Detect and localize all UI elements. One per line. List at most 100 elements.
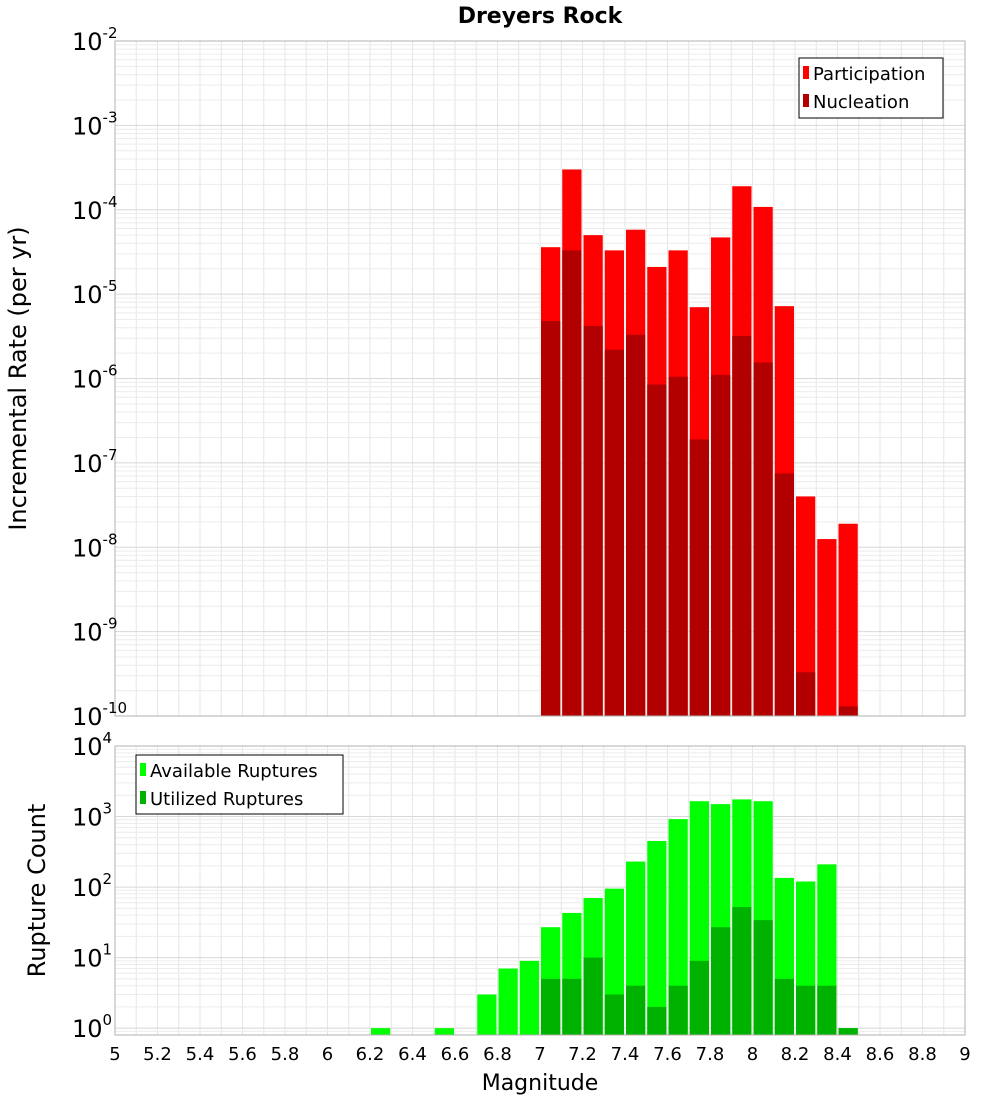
x-tick-label: 5.8 xyxy=(271,1044,300,1065)
grid xyxy=(114,745,966,1036)
legend-swatch xyxy=(803,94,809,107)
bar-nucleation xyxy=(541,321,561,716)
bar-nucleation xyxy=(583,325,603,716)
x-tick-label: 9 xyxy=(959,1044,970,1065)
bar-utilized-ruptures xyxy=(753,920,773,1035)
y-tick-label: 104 xyxy=(72,729,112,761)
bar-available-ruptures xyxy=(477,994,497,1035)
x-tick-label: 6 xyxy=(322,1044,333,1065)
series-nucleation xyxy=(541,250,858,717)
legend-swatch xyxy=(140,763,146,776)
x-tick-label: 6.8 xyxy=(483,1044,512,1065)
x-tick-label: 8.2 xyxy=(781,1044,810,1065)
x-tick-label: 8.8 xyxy=(908,1044,937,1065)
x-tick-labels: 5 5.2 5.4 5.6 5.8 6 6.2 6.4 6.6 6.8 7 7.2 7.4 7.6 7.8 8… xyxy=(109,1044,970,1065)
y-tick-label: 10-7 xyxy=(72,446,118,478)
y-axis-label: Rupture Count xyxy=(23,804,51,978)
bar-utilized-ruptures xyxy=(626,985,646,1035)
legend-box xyxy=(798,57,944,119)
bar-utilized-ruptures xyxy=(711,927,731,1035)
bar-utilized-ruptures xyxy=(604,994,624,1035)
legend-swatch xyxy=(803,66,809,79)
bar-available-ruptures xyxy=(668,819,688,1035)
x-tick-label: 7.4 xyxy=(611,1044,640,1065)
legend-label: Nucleation xyxy=(813,92,909,113)
bar-utilized-ruptures xyxy=(647,1006,667,1035)
bar-nucleation xyxy=(711,375,731,716)
x-tick-label: 6.4 xyxy=(398,1044,427,1065)
y-axis-label: Incremental Rate (per yr) xyxy=(4,226,32,530)
bar-available-ruptures xyxy=(647,841,667,1035)
bar-available-ruptures xyxy=(498,968,518,1035)
legend: Participation Nucleation xyxy=(798,57,944,119)
legend-box xyxy=(135,754,344,815)
bar-participation xyxy=(796,496,816,716)
bar-nucleation xyxy=(626,334,646,716)
bar-available-ruptures xyxy=(434,1028,454,1035)
y-tick-label: 10-6 xyxy=(72,362,118,394)
bar-utilized-ruptures xyxy=(562,978,582,1035)
bar-utilized-ruptures xyxy=(774,978,794,1035)
y-tick-label: 102 xyxy=(72,870,112,902)
x-tick-label: 7 xyxy=(534,1044,545,1065)
x-tick-label: 5.6 xyxy=(228,1044,257,1065)
legend-label: Participation xyxy=(813,64,925,85)
legend: Available Ruptures Utilized Ruptures xyxy=(135,754,344,815)
count-panel: 100 101 102 103 104 Rupture Count 5 5.2 5.4 5.6 5.… xyxy=(23,729,971,1096)
y-tick-labels: 10-10 10-9 10-8 10-7 10-6 10-5 10-4 10-3 10-2 xyxy=(72,24,127,731)
y-tick-label: 101 xyxy=(72,941,112,973)
y-tick-label: 10-8 xyxy=(72,530,118,562)
chart-title: Dreyers Rock xyxy=(458,4,624,29)
bar-utilized-ruptures xyxy=(689,960,709,1035)
x-tick-label: 6.6 xyxy=(441,1044,470,1065)
plot-frame xyxy=(114,40,966,717)
x-tick-label: 5.4 xyxy=(186,1044,215,1065)
bar-utilized-ruptures xyxy=(541,978,561,1035)
x-tick-label: 6.2 xyxy=(356,1044,385,1065)
bar-nucleation xyxy=(604,349,624,716)
bar-utilized-ruptures xyxy=(817,985,837,1035)
bar-nucleation xyxy=(562,250,582,717)
x-tick-label: 8 xyxy=(747,1044,758,1065)
bar-utilized-ruptures xyxy=(796,985,816,1035)
bar-utilized-ruptures xyxy=(668,985,688,1035)
y-tick-label: 10-9 xyxy=(72,615,118,647)
plot-frame xyxy=(114,745,966,1036)
y-tick-label: 103 xyxy=(72,800,112,832)
bar-nucleation xyxy=(838,706,858,716)
bar-nucleation xyxy=(689,439,709,716)
x-tick-label: 7.6 xyxy=(653,1044,682,1065)
y-tick-label: 10-4 xyxy=(72,193,118,225)
x-tick-label: 7.2 xyxy=(568,1044,597,1065)
bar-participation xyxy=(817,539,837,716)
x-tick-label: 5 xyxy=(109,1044,120,1065)
bar-utilized-ruptures xyxy=(838,1028,858,1035)
legend-label: Utilized Ruptures xyxy=(150,789,303,810)
legend-label: Available Ruptures xyxy=(150,761,318,782)
x-axis-label: Magnitude xyxy=(482,1071,599,1096)
y-tick-label: 10-2 xyxy=(72,24,118,56)
y-tick-label: 10-10 xyxy=(72,699,127,731)
x-tick-label: 5.2 xyxy=(143,1044,172,1065)
bar-participation xyxy=(838,523,858,716)
bar-nucleation xyxy=(796,672,816,716)
bar-nucleation xyxy=(647,384,667,716)
x-tick-label: 8.6 xyxy=(866,1044,895,1065)
grid xyxy=(114,40,966,717)
bar-nucleation xyxy=(732,335,752,716)
x-tick-label: 8.4 xyxy=(823,1044,852,1065)
y-tick-labels: 100 101 102 103 104 xyxy=(72,729,112,1043)
bar-available-ruptures xyxy=(519,960,539,1035)
y-tick-label: 10-3 xyxy=(72,108,118,140)
bar-utilized-ruptures xyxy=(732,907,752,1035)
bar-available-ruptures xyxy=(371,1028,391,1035)
series-utilized-ruptures xyxy=(541,907,858,1035)
bar-nucleation xyxy=(774,473,794,716)
y-tick-label: 10-5 xyxy=(72,277,118,309)
bar-nucleation xyxy=(668,376,688,716)
x-tick-label: 7.8 xyxy=(696,1044,725,1065)
y-tick-label: 100 xyxy=(72,1011,112,1043)
legend-swatch xyxy=(140,791,146,804)
